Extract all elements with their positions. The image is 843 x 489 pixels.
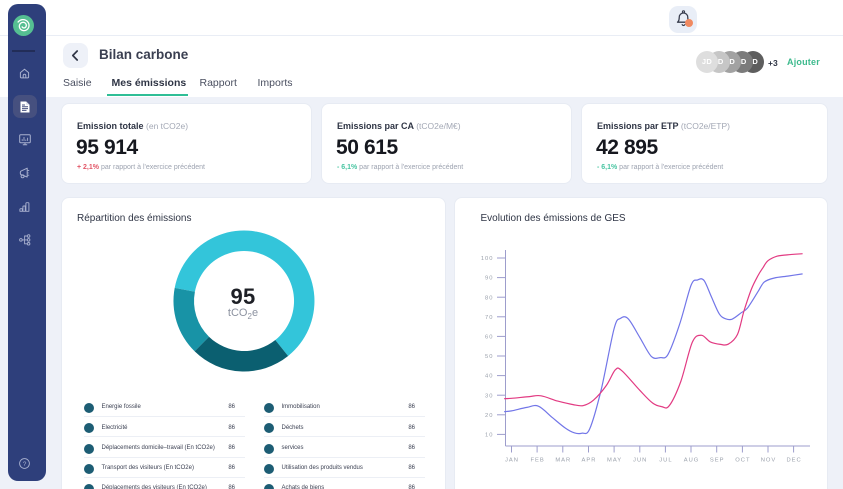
svg-text:?: ? (23, 461, 27, 468)
